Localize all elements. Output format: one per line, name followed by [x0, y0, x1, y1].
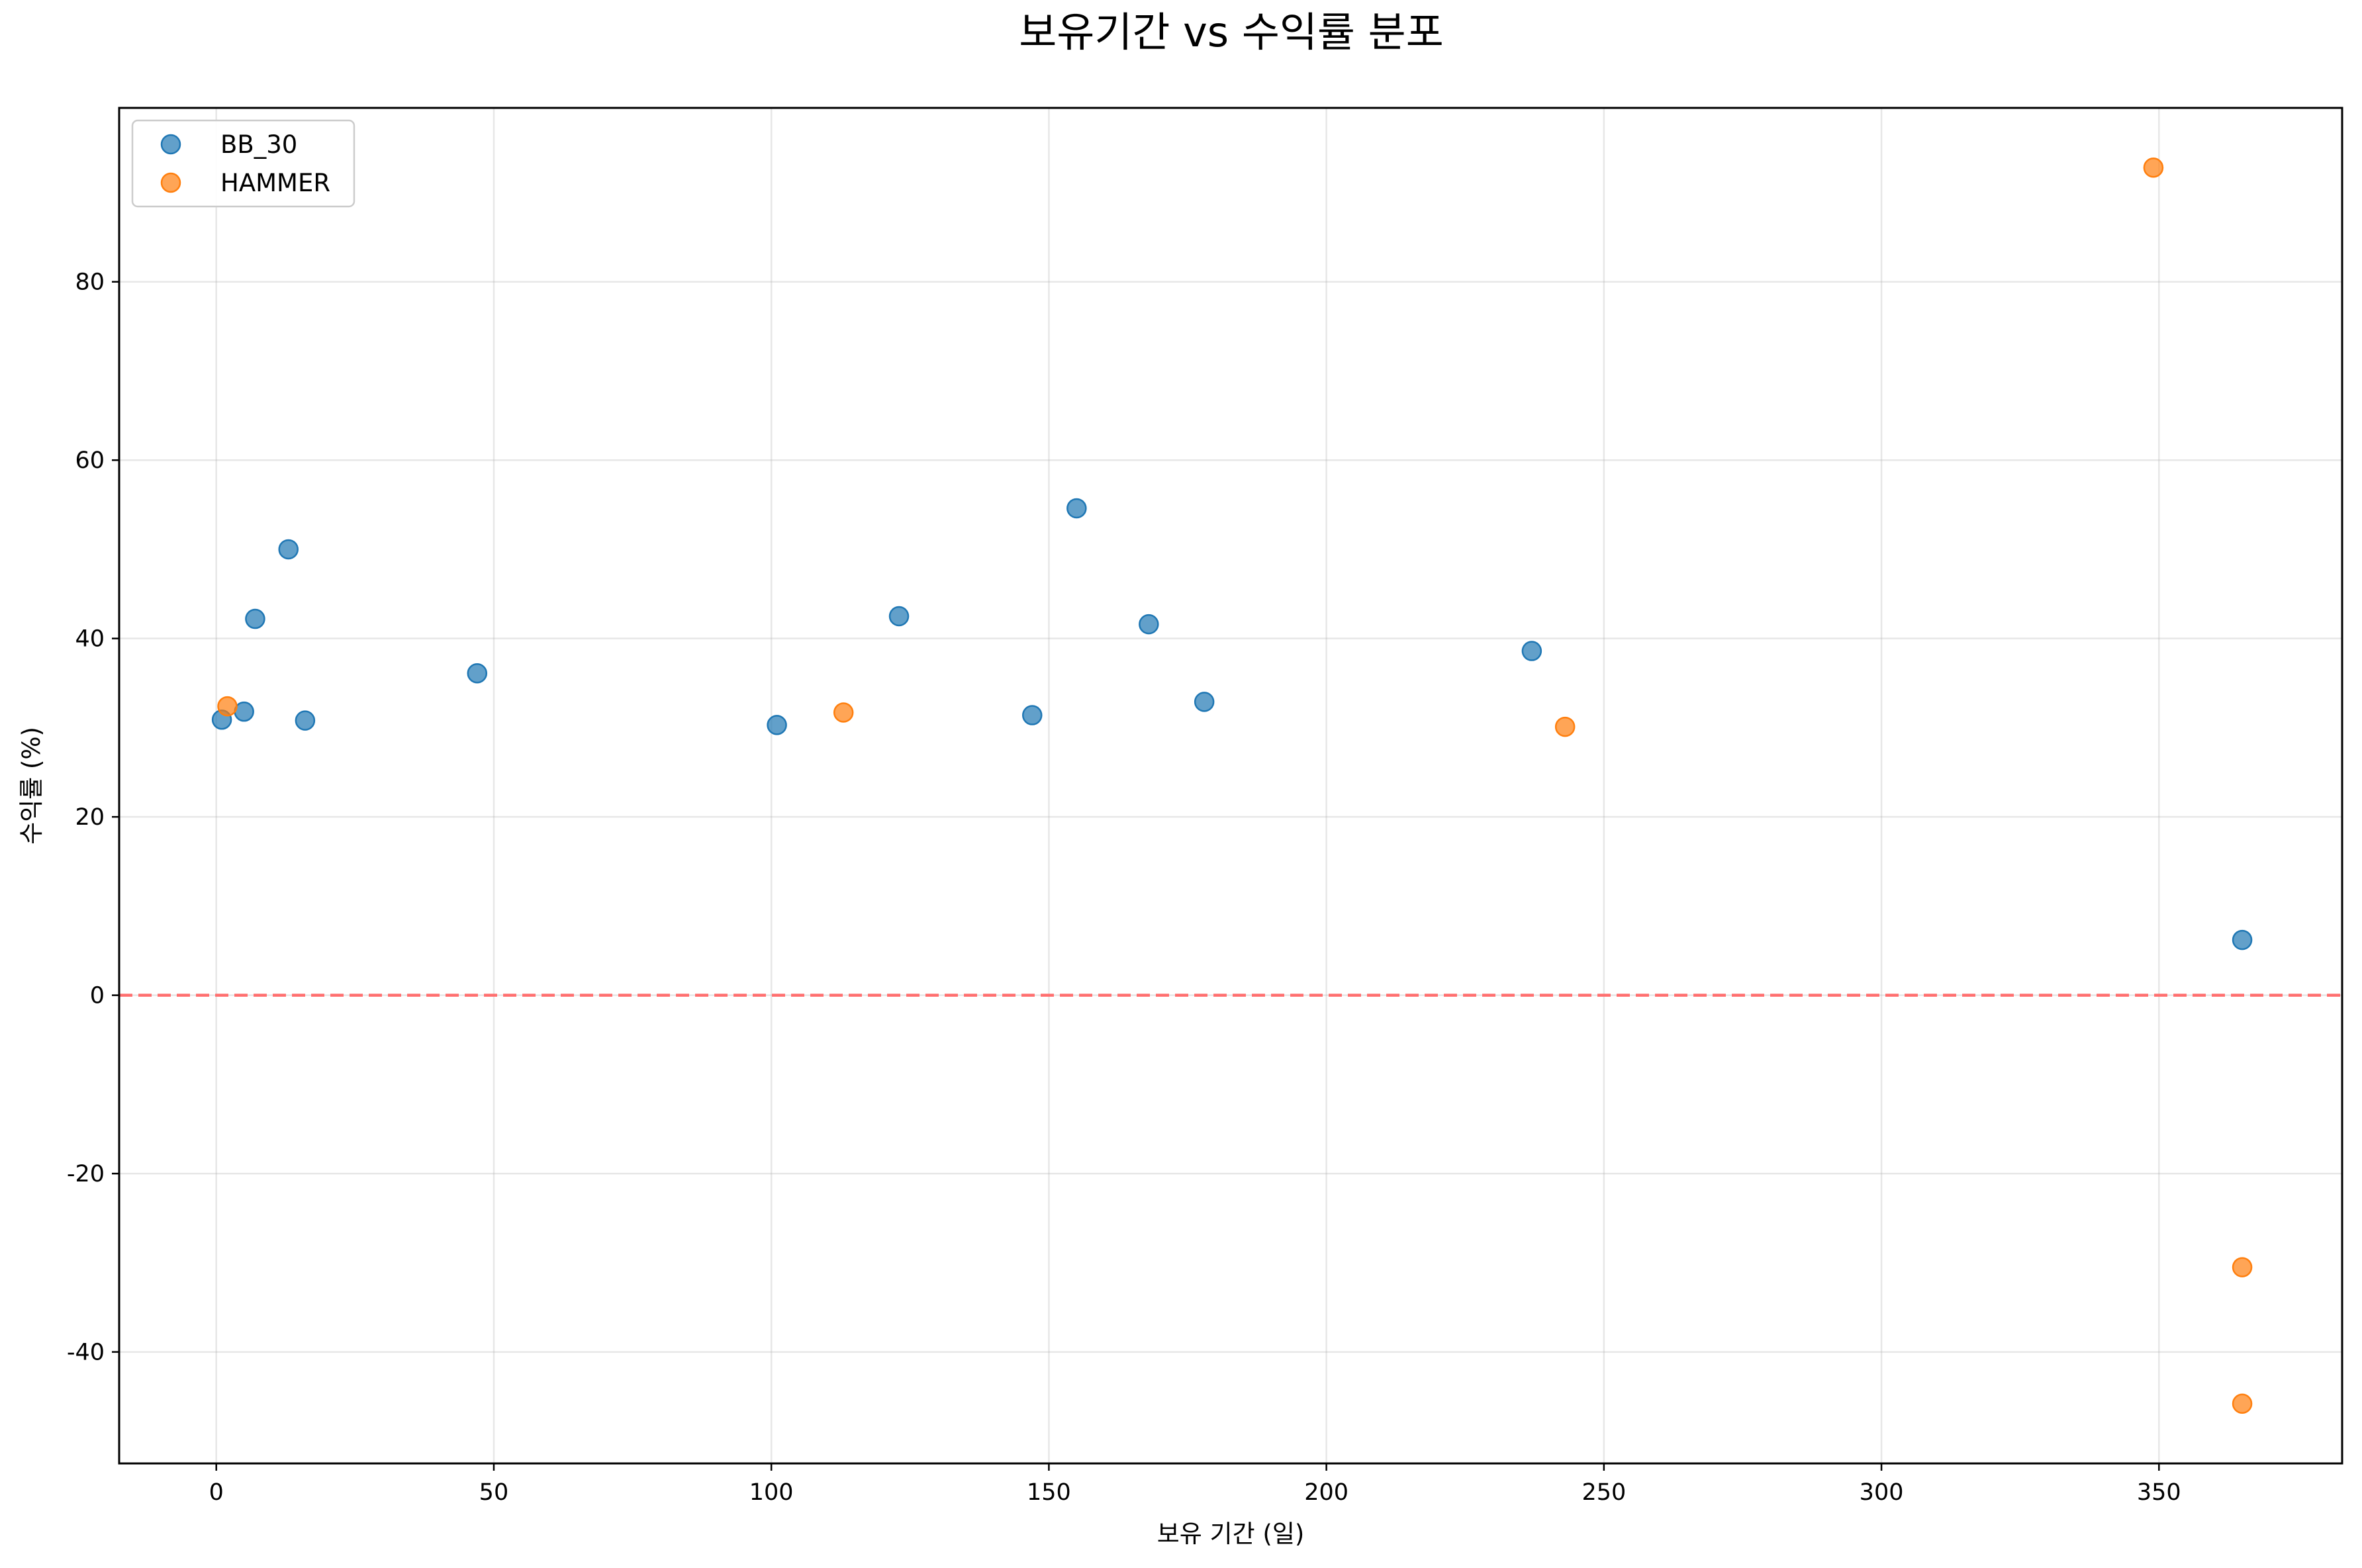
- y-axis-label: 수익률 (%): [17, 727, 46, 845]
- point-bb-30: [1139, 614, 1159, 635]
- y-tick-label: 40: [75, 626, 105, 653]
- point-hammer: [217, 696, 238, 717]
- point-bb-30: [2232, 929, 2253, 950]
- point-bb-30: [278, 539, 299, 560]
- x-tick-label: 300: [1860, 1479, 1904, 1506]
- point-hammer: [833, 702, 854, 723]
- y-tick-label: -20: [67, 1161, 105, 1187]
- x-tick-label: 0: [209, 1479, 224, 1506]
- point-bb-30: [234, 701, 254, 722]
- data-points: [211, 158, 2253, 1414]
- x-axis-label: 보유 기간 (일): [1157, 1520, 1305, 1548]
- y-tick-label: 0: [90, 983, 105, 1009]
- point-bb-30: [295, 710, 316, 731]
- axis-ticks: 0 50 100 150 200 250 300 350 -40 -20 0 20 40 60 80: [67, 269, 2181, 1506]
- point-hammer: [2232, 1393, 2253, 1414]
- legend-frame: [131, 119, 355, 208]
- legend-label-hammer: HAMMER: [220, 169, 330, 197]
- x-tick-label: 50: [479, 1479, 509, 1506]
- point-bb-30: [767, 715, 787, 735]
- x-tick-label: 150: [1027, 1479, 1071, 1506]
- y-tick-label: 60: [75, 447, 105, 474]
- y-tick-label: -40: [67, 1340, 105, 1366]
- point-hammer: [1554, 716, 1576, 737]
- x-tick-label: 200: [1304, 1479, 1348, 1506]
- plot-area-frame: [118, 107, 2343, 1465]
- chart-title: 보유기간 vs 수익률 분포: [1019, 8, 1443, 56]
- point-bb-30: [1066, 498, 1087, 519]
- x-tick-label: 250: [1582, 1479, 1626, 1506]
- legend: BB_30 HAMMER: [131, 119, 355, 208]
- x-tick-label: 350: [2137, 1479, 2181, 1506]
- legend-marker-hammer: [160, 172, 181, 193]
- y-tick-label: 80: [75, 269, 105, 296]
- point-hammer: [2232, 1257, 2253, 1277]
- point-bb-30: [1194, 692, 1215, 712]
- legend-label-bb-30: BB_30: [220, 130, 297, 159]
- point-hammer: [2143, 158, 2164, 178]
- x-tick-label: 100: [749, 1479, 794, 1506]
- point-bb-30: [1521, 641, 1542, 661]
- legend-marker-bb-30: [160, 134, 181, 155]
- point-bb-30: [888, 606, 910, 627]
- point-bb-30: [1022, 705, 1043, 725]
- point-bb-30: [467, 663, 488, 684]
- point-bb-30: [245, 608, 265, 629]
- y-tick-label: 20: [75, 804, 105, 831]
